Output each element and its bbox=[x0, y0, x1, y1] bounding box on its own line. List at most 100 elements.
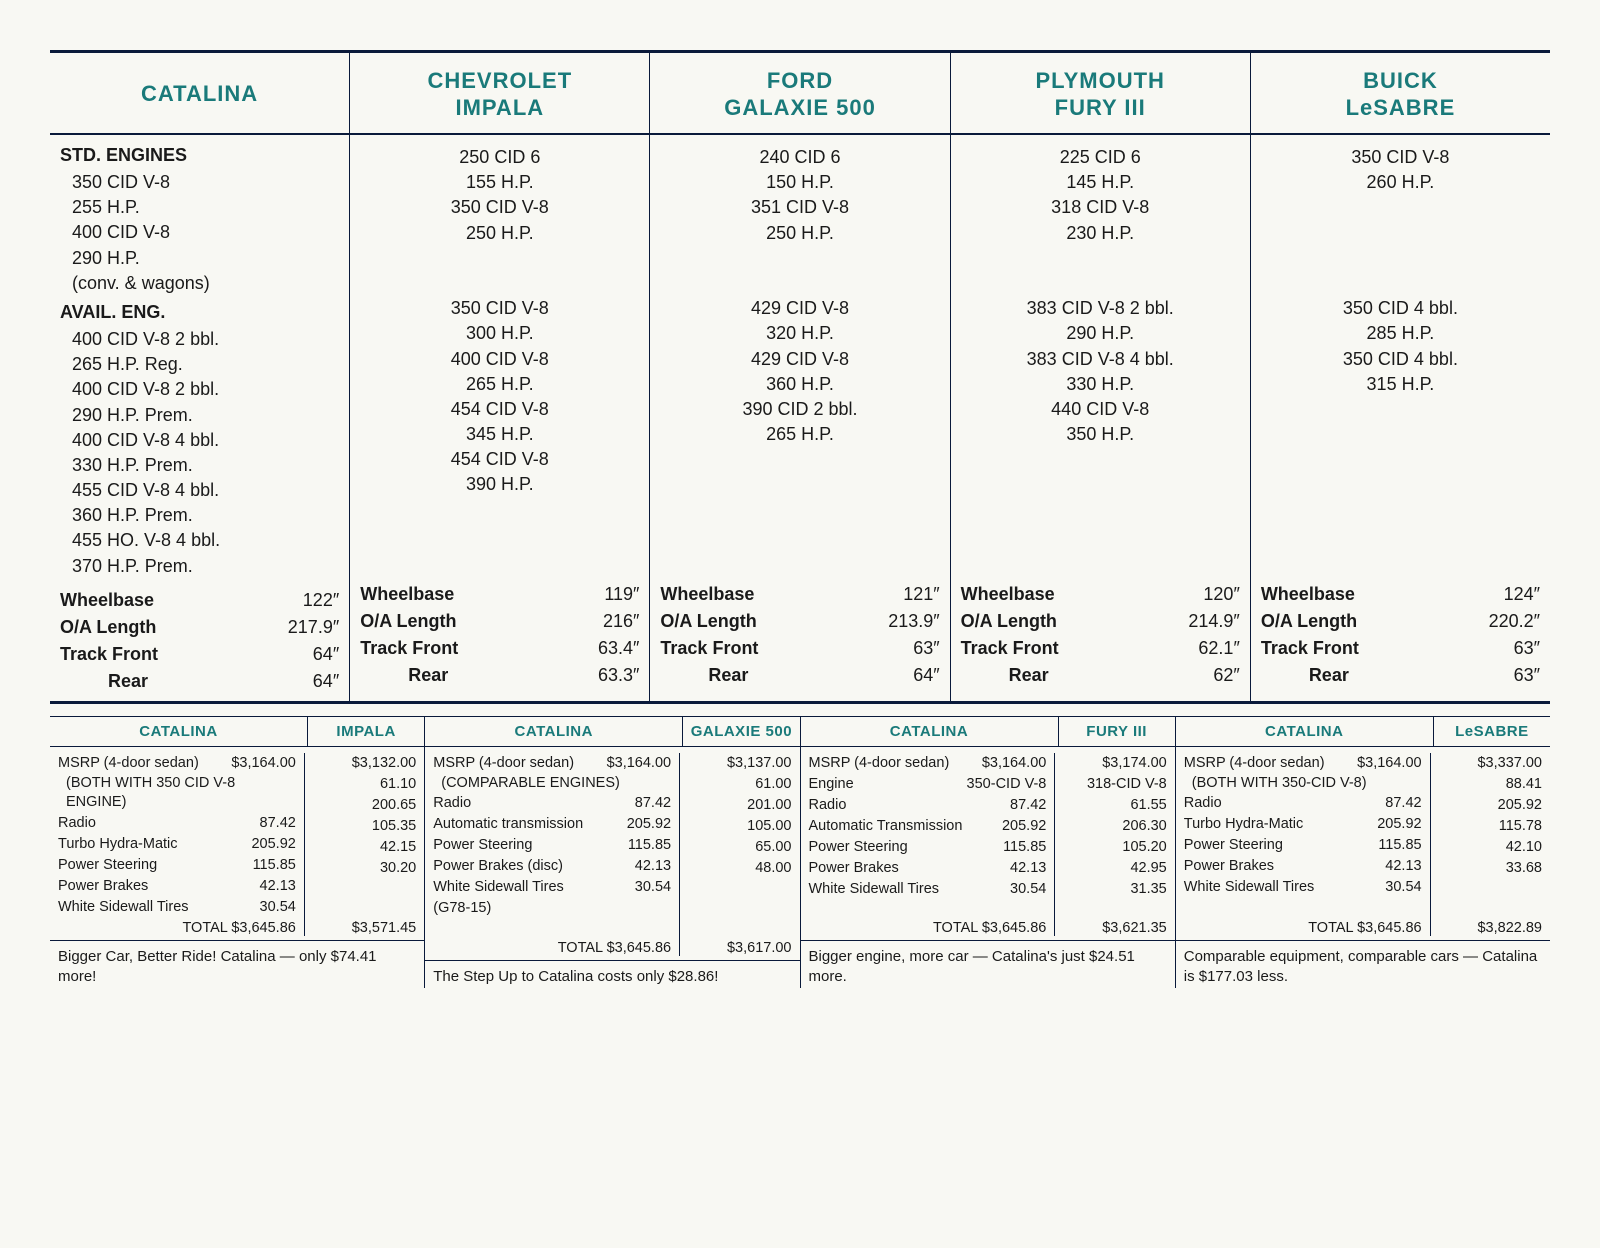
spec-column: CHEVROLETIMPALA250 CID 6155 H.P.350 CID … bbox=[349, 53, 649, 701]
price-row: Radio87.42 bbox=[58, 813, 296, 834]
dimensions: Wheelbase124″O/A Length220.2″Track Front… bbox=[1261, 581, 1540, 689]
catalina-header: CATALINA bbox=[50, 717, 308, 746]
dim-row: Track Front63.4″ bbox=[360, 635, 639, 662]
column-header: FORDGALAXIE 500 bbox=[650, 53, 949, 135]
price-group-body: MSRP (4-door sedan)$3,164.00(BOTH WITH 3… bbox=[50, 747, 424, 941]
price-row: Power Brakes42.13 bbox=[1184, 856, 1422, 877]
catalina-total: TOTAL $3,645.86 bbox=[58, 920, 296, 936]
competitor-value: 30.20 bbox=[313, 858, 416, 879]
spec-line: 350 CID 4 bbl. bbox=[1261, 296, 1540, 321]
price-group-header: CATALINAGALAXIE 500 bbox=[425, 716, 799, 747]
price-row: Power Steering115.85 bbox=[1184, 835, 1422, 856]
spec-line: 290 H.P. bbox=[60, 246, 339, 271]
dim-row: O/A Length220.2″ bbox=[1261, 608, 1540, 635]
dim-row: O/A Length213.9″ bbox=[660, 608, 939, 635]
spec-line: 265 H.P. bbox=[360, 372, 639, 397]
price-row: Automatic Transmission205.92 bbox=[809, 816, 1047, 837]
competitor-value: 61.55 bbox=[1063, 795, 1166, 816]
competitor-value: $3,337.00 bbox=[1439, 753, 1542, 774]
competitor-prices: $3,337.0088.41205.92115.7842.1033.68$3,8… bbox=[1431, 753, 1550, 936]
competitor-value: 201.00 bbox=[688, 795, 791, 816]
spec-column: PLYMOUTHFURY III225 CID 6145 H.P.318 CID… bbox=[950, 53, 1250, 701]
tagline: Comparable equipment, comparable cars — … bbox=[1176, 941, 1550, 988]
spec-line: 240 CID 6 bbox=[660, 145, 939, 170]
competitor-value: 205.92 bbox=[1439, 795, 1542, 816]
catalina-total: TOTAL $3,645.86 bbox=[1184, 920, 1422, 936]
spec-column: CATALINASTD. ENGINES350 CID V-8255 H.P.4… bbox=[50, 53, 349, 701]
std-engines-label: STD. ENGINES bbox=[60, 145, 339, 166]
dimensions: Wheelbase120″O/A Length214.9″Track Front… bbox=[961, 581, 1240, 689]
catalina-prices: MSRP (4-door sedan)$3,164.00(BOTH WITH 3… bbox=[1176, 753, 1431, 936]
spec-line: 315 H.P. bbox=[1261, 372, 1540, 397]
price-note: (COMPARABLE ENGINES) bbox=[433, 774, 671, 794]
comparison-page: CATALINASTD. ENGINES350 CID V-8255 H.P.4… bbox=[50, 50, 1550, 988]
price-group: CATALINAGALAXIE 500MSRP (4-door sedan)$3… bbox=[424, 716, 799, 988]
price-note: (BOTH WITH 350 CID V-8 ENGINE) bbox=[58, 774, 296, 813]
competitor-prices: $3,137.0061.00201.00105.0065.0048.00$3,6… bbox=[680, 753, 799, 956]
catalina-header: CATALINA bbox=[1176, 717, 1434, 746]
spec-line: 255 H.P. bbox=[60, 195, 339, 220]
price-row: Power Brakes42.13 bbox=[809, 858, 1047, 879]
price-row: Radio87.42 bbox=[809, 795, 1047, 816]
tagline: The Step Up to Catalina costs only $28.8… bbox=[425, 961, 799, 987]
competitor-prices: $3,174.00318-CID V-861.55206.30105.2042.… bbox=[1055, 753, 1174, 936]
spec-line: 225 CID 6 bbox=[961, 145, 1240, 170]
competitor-header: IMPALA bbox=[308, 717, 424, 746]
competitor-value: 105.20 bbox=[1063, 837, 1166, 858]
dim-row: Wheelbase124″ bbox=[1261, 581, 1540, 608]
price-row: White Sidewall Tires30.54 bbox=[58, 897, 296, 918]
price-group-header: CATALINALeSABRE bbox=[1176, 716, 1550, 747]
catalina-total: TOTAL $3,645.86 bbox=[809, 920, 1047, 936]
dim-row: Wheelbase120″ bbox=[961, 581, 1240, 608]
column-header: CATALINA bbox=[50, 53, 349, 135]
spec-line: 440 CID V-8 bbox=[961, 397, 1240, 422]
dim-row: O/A Length214.9″ bbox=[961, 608, 1240, 635]
spec-line: 350 CID 4 bbl. bbox=[1261, 347, 1540, 372]
dim-row: Wheelbase119″ bbox=[360, 581, 639, 608]
dimensions: Wheelbase122″O/A Length217.9″Track Front… bbox=[60, 587, 339, 695]
spec-line: 155 H.P. bbox=[360, 170, 639, 195]
competitor-value: $3,137.00 bbox=[688, 753, 791, 774]
spec-line: 400 CID V-8 bbox=[60, 220, 339, 245]
price-group-body: MSRP (4-door sedan)$3,164.00(COMPARABLE … bbox=[425, 747, 799, 961]
catalina-prices: MSRP (4-door sedan)$3,164.00(BOTH WITH 3… bbox=[50, 753, 305, 936]
pricing-table: CATALINAIMPALAMSRP (4-door sedan)$3,164.… bbox=[50, 716, 1550, 988]
dim-row: Track Front63″ bbox=[660, 635, 939, 662]
spec-line: (conv. & wagons) bbox=[60, 271, 339, 296]
competitor-value: 31.35 bbox=[1063, 879, 1166, 900]
specs-table: CATALINASTD. ENGINES350 CID V-8255 H.P.4… bbox=[50, 50, 1550, 704]
spec-line: 230 H.P. bbox=[961, 221, 1240, 246]
spec-line: 250 H.P. bbox=[360, 221, 639, 246]
competitor-total: $3,571.45 bbox=[313, 920, 416, 936]
competitor-value: 115.78 bbox=[1439, 816, 1542, 837]
dim-row: O/A Length216″ bbox=[360, 608, 639, 635]
competitor-value: 48.00 bbox=[688, 858, 791, 879]
price-row: Power Brakes42.13 bbox=[58, 876, 296, 897]
price-row: White Sidewall Tires30.54 bbox=[1184, 877, 1422, 898]
price-row: Power Brakes (disc)42.13 bbox=[433, 856, 671, 877]
spec-line: 429 CID V-8 bbox=[660, 347, 939, 372]
competitor-value: 33.68 bbox=[1439, 858, 1542, 879]
catalina-total: TOTAL $3,645.86 bbox=[433, 940, 671, 956]
price-group-header: CATALINAIMPALA bbox=[50, 716, 424, 747]
spec-line: 285 H.P. bbox=[1261, 321, 1540, 346]
price-row: Power Steering115.85 bbox=[433, 835, 671, 856]
price-row: Automatic transmission205.92 bbox=[433, 814, 671, 835]
price-row: Power Steering115.85 bbox=[809, 837, 1047, 858]
dim-row: Rear63″ bbox=[1261, 662, 1540, 689]
competitor-header: FURY III bbox=[1059, 717, 1175, 746]
spec-line: 350 CID V-8 bbox=[1261, 145, 1540, 170]
price-row: White Sidewall Tires30.54 bbox=[809, 879, 1047, 900]
spec-line: 390 CID 2 bbl. bbox=[660, 397, 939, 422]
price-group-body: MSRP (4-door sedan)$3,164.00(BOTH WITH 3… bbox=[1176, 747, 1550, 941]
dim-row: Wheelbase121″ bbox=[660, 581, 939, 608]
competitor-value: 42.15 bbox=[313, 837, 416, 858]
dim-row: Track Front62.1″ bbox=[961, 635, 1240, 662]
competitor-total: $3,617.00 bbox=[688, 940, 791, 956]
dim-row: Track Front63″ bbox=[1261, 635, 1540, 662]
spec-line: 400 CID V-8 4 bbl. bbox=[60, 428, 339, 453]
competitor-header: GALAXIE 500 bbox=[683, 717, 799, 746]
dimensions: Wheelbase119″O/A Length216″Track Front63… bbox=[360, 581, 639, 689]
spec-line: 350 CID V-8 bbox=[360, 195, 639, 220]
price-row: Radio87.42 bbox=[433, 793, 671, 814]
